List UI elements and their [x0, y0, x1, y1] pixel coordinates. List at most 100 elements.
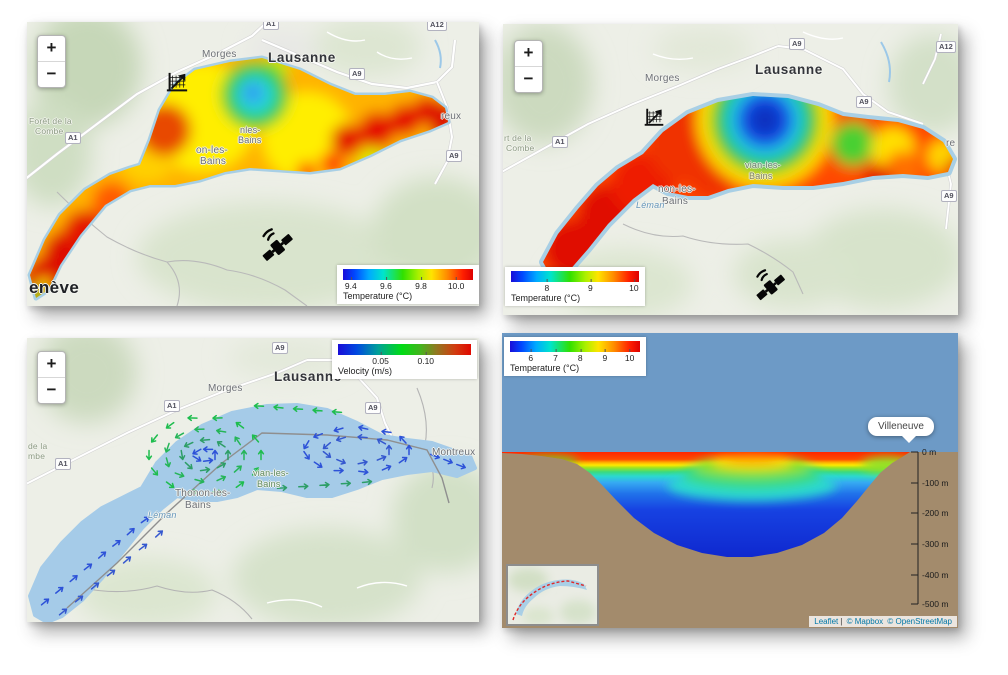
label-montreux: reux [441, 111, 462, 122]
label-combe: rt de la [504, 133, 532, 143]
colorbar-ticks: 6 7 8 9 10 [528, 349, 635, 363]
label-thonon: on-les- [196, 145, 228, 156]
road-badge-a9: A9 [272, 342, 288, 354]
map-attribution: Leaflet | © Mapbox © OpenStreetMap [809, 616, 957, 627]
label-evian: vian-les- [253, 468, 289, 478]
zoom-in-button[interactable]: + [46, 354, 57, 373]
attribution-separator: | [840, 617, 843, 626]
road-badge-a9: A9 [349, 68, 365, 80]
road-badge-a1-2: A1 [263, 22, 279, 30]
transect-line [66, 432, 450, 609]
label-morges: Morges [645, 73, 680, 84]
colorbar-title: Temperature (°C) [343, 291, 413, 301]
map-panel-velocity[interactable]: + − Lausanne Morges Montreux Thonon-les-… [27, 338, 479, 622]
satellite-icon[interactable] [259, 228, 297, 269]
colorbar-gradient [510, 341, 640, 352]
roads [27, 22, 457, 185]
admin-borders [622, 223, 804, 295]
depth-axis [911, 451, 919, 605]
label-evian: vian-les- [745, 160, 781, 170]
colorbar-gradient [511, 271, 639, 282]
colorbar-ticks: 9.4 9.6 9.8 10.0 [344, 277, 465, 291]
depth-tick-500: -500 m [922, 599, 949, 609]
colorbar-gradient [343, 269, 473, 280]
depth-tick-300: -300 m [922, 539, 949, 549]
velocity-colorbar: 0.05 0.10 Velocity (m/s) [332, 340, 477, 379]
zoom-out-button[interactable]: − [38, 377, 65, 403]
label-thonon-2: Bains [200, 156, 227, 167]
zoom-in-button[interactable]: + [523, 43, 534, 62]
road-badge-a1: A1 [164, 400, 180, 412]
zoom-control: + − [514, 40, 543, 93]
depth-tick-0: 0 m [922, 447, 937, 457]
road-badge-a1-2: A1 [55, 458, 71, 470]
road-badge-a9-3: A9 [941, 190, 957, 202]
label-thonon-2: Bains [185, 500, 212, 511]
lake-outline [28, 403, 477, 622]
map-panel-temperature-1[interactable]: + − Lausanne Morges enève reux nles- Bai… [27, 22, 479, 306]
osm-link[interactable]: © OpenStreetMap [887, 617, 952, 626]
colorbar-gradient [338, 344, 471, 355]
road-badge-a12: A12 [427, 22, 447, 31]
velocity-arrows [40, 402, 466, 616]
transect-minimap[interactable] [506, 564, 599, 626]
temperature-colorbar: 8 9 10 Temperature (°C) [505, 267, 645, 306]
label-geneve: enève [29, 278, 80, 297]
colorbar-ticks: 8 9 10 [544, 279, 639, 293]
label-thonon: non-les- [658, 184, 696, 195]
terrain-shading [37, 338, 479, 622]
label-foret-2: Combe [35, 126, 64, 136]
label-evian-2: Bains [257, 479, 281, 489]
road-badge-a9: A9 [789, 38, 805, 50]
depth-tick-100: -100 m [922, 478, 949, 488]
map-canvas-velocity [27, 338, 479, 622]
leaflet-link[interactable]: Leaflet [814, 617, 839, 626]
road-badge-a1: A1 [65, 132, 81, 144]
depth-tick-400: -400 m [922, 570, 949, 580]
colorbar-title: Temperature (°C) [511, 293, 581, 303]
minimap-canvas [508, 566, 597, 624]
label-lausanne: Lausanne [755, 62, 823, 77]
label-morges: Morges [208, 383, 243, 394]
road-badge-a9-2: A9 [365, 402, 381, 414]
section-panel-temperature[interactable]: 0 m -100 m -200 m -300 m -400 m -500 m V… [502, 333, 958, 628]
road-badge-a9-2: A9 [856, 96, 872, 108]
station-profile-icon[interactable] [643, 107, 665, 134]
zoom-control: + − [37, 35, 66, 88]
map-canvas-temp2 [503, 24, 958, 315]
label-foret: Forêt de la [29, 116, 72, 126]
location-popup[interactable]: Villeneuve [868, 417, 934, 443]
label-combe: de la [28, 441, 48, 451]
label-evian-2: Bains [238, 135, 262, 145]
label-morges: Morges [202, 49, 237, 60]
colorbar-title: Temperature (°C) [510, 363, 580, 373]
road-badge-a9-2: A9 [446, 150, 462, 162]
label-lausanne: Lausanne [274, 369, 342, 384]
road-badge-a12: A12 [936, 41, 956, 53]
mapbox-link[interactable]: © Mapbox [846, 617, 884, 626]
label-leman: Léman [148, 510, 177, 520]
label-thonon-2: Bains [662, 196, 689, 207]
colorbar-title: Velocity (m/s) [338, 366, 393, 376]
zoom-out-button[interactable]: − [38, 61, 65, 87]
label-thonon: Thonon-les- [175, 488, 231, 499]
minimap-lake [516, 579, 587, 616]
label-leman: Léman [636, 200, 665, 210]
minimap-transect [512, 580, 587, 621]
map-panel-temperature-2[interactable]: + − Lausanne Morges re non-les- Bains vi… [503, 24, 958, 315]
satellite-icon[interactable] [753, 269, 789, 308]
label-montreux: re [946, 138, 956, 149]
label-combe-2: Combe [506, 143, 535, 153]
temperature-colorbar: 9.4 9.6 9.8 10.0 Temperature (°C) [337, 265, 479, 304]
zoom-control: + − [37, 351, 66, 404]
zoom-in-button[interactable]: + [46, 38, 57, 57]
map-canvas-temp1 [27, 22, 479, 306]
label-combe-2: mbe [28, 451, 46, 461]
label-montreux: Montreux [432, 447, 476, 458]
colorbar-ticks: 0.05 0.10 [372, 352, 435, 366]
station-profile-icon[interactable] [165, 71, 189, 100]
depth-tick-200: -200 m [922, 508, 949, 518]
road-badge-a1: A1 [552, 136, 568, 148]
zoom-out-button[interactable]: − [515, 66, 542, 92]
